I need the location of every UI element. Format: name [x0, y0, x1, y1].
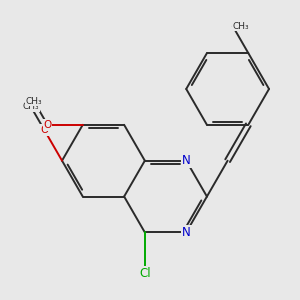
Text: Cl: Cl: [139, 267, 151, 280]
Text: O: O: [40, 125, 49, 135]
Text: CH₃: CH₃: [26, 97, 42, 106]
Text: CH₃: CH₃: [233, 22, 249, 31]
Text: N: N: [182, 226, 190, 239]
Text: N: N: [182, 154, 190, 167]
Text: CH₃: CH₃: [23, 102, 39, 111]
Text: O: O: [44, 120, 52, 130]
